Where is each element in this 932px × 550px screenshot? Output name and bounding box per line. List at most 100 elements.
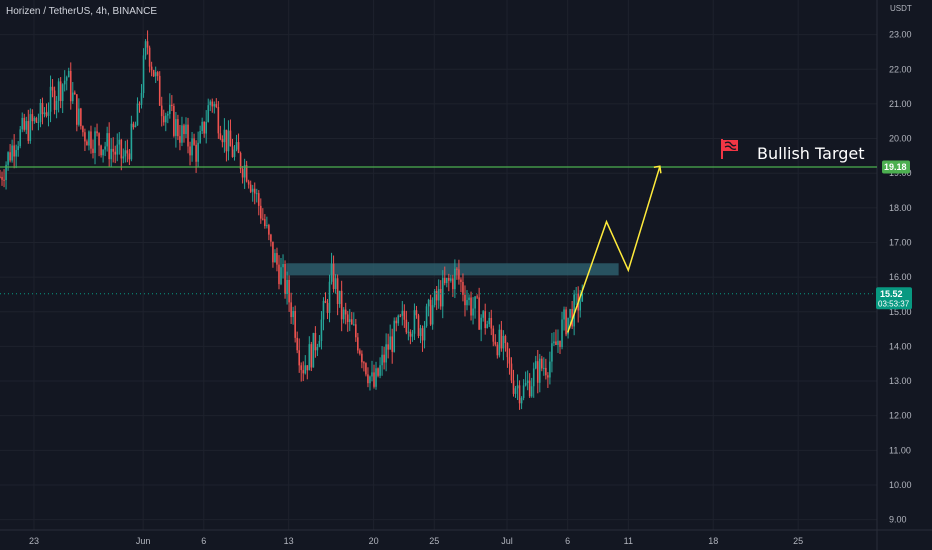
candle-body [423,325,426,341]
bar-countdown-label: 03:53:37 [878,299,910,308]
candle-body [296,337,298,351]
candle-body [369,376,371,384]
candle-body [415,310,418,316]
candle-body [504,335,507,344]
candle-body [270,234,272,242]
candle-body [437,289,440,301]
price-tick-label: 11.00 [889,445,911,455]
candle-body [19,129,22,147]
candle-body [486,324,489,329]
candle-body [316,346,319,351]
time-axis[interactable]: 23 Jun 6 13 20 25 Jul 6 11 18 25 [29,536,803,546]
candle-body [211,101,214,107]
candle-body [183,125,185,135]
candle-body [217,106,220,134]
resistance-zone-layer [286,263,619,276]
candle-body [425,306,428,326]
candle-body [164,115,167,123]
candle-body [498,329,501,356]
candle-body [185,124,187,135]
candle-body [448,277,450,281]
candle-body [581,293,584,302]
candle-body [84,132,86,142]
candle-body [253,188,256,194]
price-tick-label: 17.00 [889,237,912,247]
candle-body [551,343,553,362]
candle-body [262,218,264,220]
candle-body [106,133,108,147]
candle-body [508,357,511,364]
candle-body [367,374,369,384]
symbol-header[interactable]: Horizen / TetherUS, 4h, BINANCE [6,6,157,17]
candle-body [268,225,270,235]
candle-body [524,382,527,386]
candle-body [355,324,357,338]
candle-body [573,294,575,327]
candle-body [108,133,110,160]
candle-body [456,268,458,270]
candle-body [506,343,509,358]
time-tick-label: 25 [793,536,803,546]
candle-body [373,372,375,387]
projection-path [566,166,661,333]
candle-body [82,126,84,133]
candle-body [385,344,387,363]
price-tick-label: 15.00 [889,307,912,317]
candle-body [490,318,493,329]
candle-body [207,105,210,122]
candle-body [78,108,80,125]
candle-body [259,205,262,219]
candle-body [136,103,139,126]
candle-body [171,104,173,107]
candle-body [122,156,125,159]
candle-body [579,301,582,311]
candle-body [132,123,135,128]
candle-body [332,263,335,289]
candle-body [518,385,521,404]
candle-body [134,125,137,128]
candle-body [375,368,377,387]
candle-body [306,365,309,371]
target-price-label: 19.18 [884,162,907,172]
candle-body [555,341,557,345]
candle-body [565,309,567,335]
price-tick-label: 22.00 [889,64,912,74]
candle-body [328,281,331,313]
resistance-zone [286,263,619,276]
candle-body [146,41,149,48]
candle-body [92,148,94,153]
candle-body [330,263,333,282]
candle-body [563,309,565,320]
candle-body [334,278,337,289]
candle-body [74,92,76,95]
candle-body [286,279,288,295]
candle-body [219,133,222,140]
price-axis[interactable]: 23.0022.0021.0020.0019.0018.0017.0016.00… [889,30,912,525]
candle-body [166,114,169,116]
candle-body [304,365,307,374]
candle-body [9,152,11,161]
candle-body [45,112,48,116]
candle-body [23,117,26,130]
candle-body [474,296,476,309]
candle-body [231,146,234,157]
candle-body [298,350,301,366]
candle-body [21,117,24,130]
candle-body [441,277,444,307]
candle-body [450,278,452,281]
candle-body [124,150,127,157]
candle-body [249,184,252,192]
candle-body [88,131,90,146]
candle-body [318,341,321,347]
candle-body [235,142,238,150]
candle-body [69,70,72,102]
candle-body [225,129,228,152]
candle-body [173,106,175,136]
candle-body [25,121,28,130]
candle-body [547,375,549,378]
candle-body [104,146,106,150]
price-tick-label: 12.00 [889,411,912,421]
current-price-label: 15.52 [880,289,903,299]
time-tick-label: 18 [708,536,718,546]
